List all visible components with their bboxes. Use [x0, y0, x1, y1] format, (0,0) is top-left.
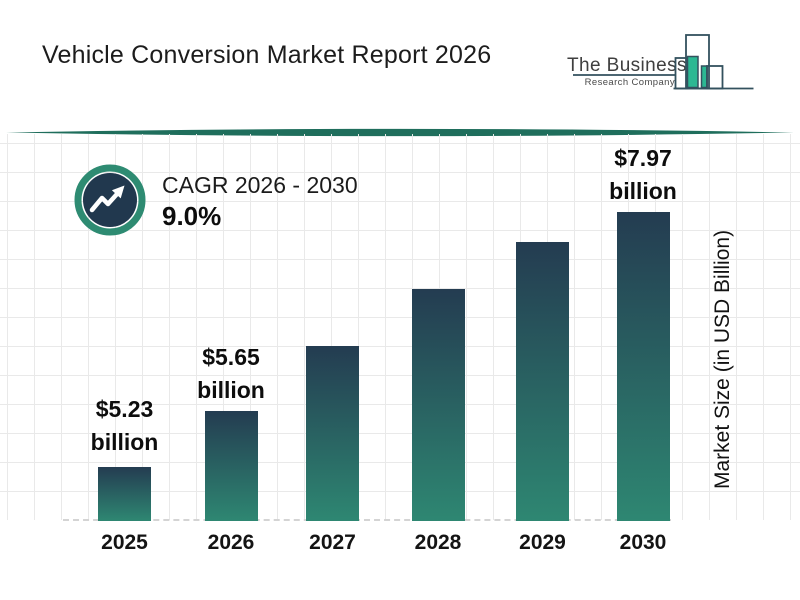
bar-2030 — [616, 212, 670, 521]
x-tick-2026: 2026 — [207, 531, 255, 554]
bar-value-label-2026: $5.65 billion — [161, 341, 301, 407]
bar-value-label-2025: $5.23 billion — [55, 393, 195, 459]
bar-2026 — [204, 411, 258, 521]
bar-2025 — [98, 467, 151, 521]
x-axis-baseline — [63, 519, 671, 521]
y-axis-title: Market Size (in USD Billion) — [711, 229, 734, 489]
bar-2028 — [411, 289, 465, 521]
bar-value-unit: billion — [609, 178, 677, 204]
bar-value-unit: billion — [197, 377, 265, 403]
logo-bar-chart-icon — [573, 34, 754, 90]
page-title: Vehicle Conversion Market Report 2026 — [42, 41, 492, 69]
bar-value-amount: $5.23 — [95, 396, 154, 422]
bar-2027 — [306, 346, 359, 521]
bar-value-unit: billion — [90, 429, 159, 455]
bar-value-label-2030: $7.97 billion — [573, 142, 713, 208]
bar-value-amount: $7.97 — [614, 145, 672, 171]
cagr-value: 9.0% — [162, 201, 222, 231]
logo-company-subtitle: Research Company — [584, 77, 675, 88]
cagr-label: CAGR 2026 - 2030 — [162, 172, 358, 198]
x-tick-2029: 2029 — [519, 531, 566, 554]
company-logo: The Business Research Company — [565, 30, 765, 100]
x-tick-2030: 2030 — [619, 531, 667, 554]
logo-company-name: The Business — [567, 55, 687, 76]
x-tick-2027: 2027 — [309, 531, 356, 554]
bar-value-amount: $5.65 — [202, 344, 260, 370]
x-tick-2028: 2028 — [414, 531, 462, 554]
growth-trend-icon — [74, 164, 146, 236]
bar-2029 — [516, 242, 569, 521]
x-tick-2025: 2025 — [101, 531, 148, 554]
